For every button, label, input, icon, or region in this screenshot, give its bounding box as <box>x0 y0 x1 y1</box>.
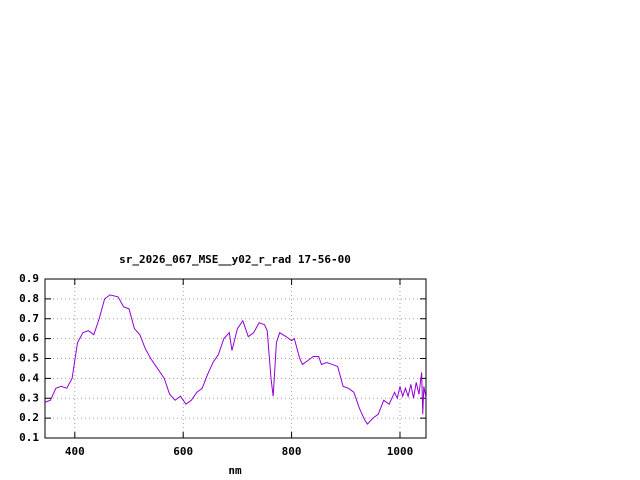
x-tick-label: 600 <box>173 445 193 458</box>
x-tick-label: 400 <box>65 445 85 458</box>
x-tick-label: 1000 <box>387 445 414 458</box>
y-tick-label: 0.6 <box>19 332 39 345</box>
y-tick-label: 0.1 <box>19 431 39 444</box>
y-tick-label: 0.2 <box>19 411 39 424</box>
plot-border <box>44 278 427 439</box>
chart-title: sr_2026_067_MSE__y02_r_rad 17-56-00 <box>119 253 351 266</box>
data-line <box>44 294 427 425</box>
x-tick-label: 800 <box>282 445 302 458</box>
y-tick-label: 0.7 <box>19 312 39 325</box>
y-tick-label: 0.5 <box>19 352 39 365</box>
y-tick-label: 0.4 <box>19 371 39 384</box>
y-tick-label: 0.8 <box>19 292 39 305</box>
y-tick-label: 0.3 <box>19 391 39 404</box>
y-tick-label: 0.9 <box>19 272 39 285</box>
x-axis-label: nm <box>228 464 242 477</box>
